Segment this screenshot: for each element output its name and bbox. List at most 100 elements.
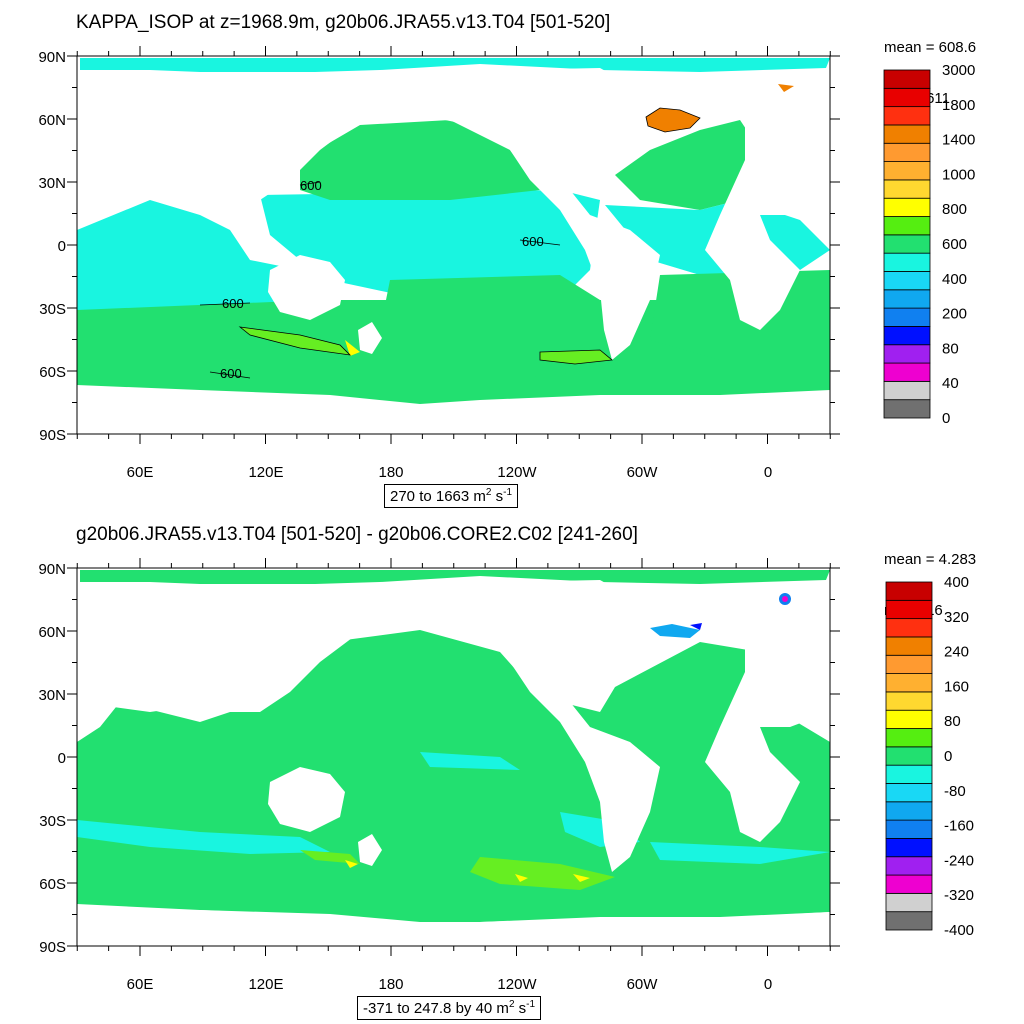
colorbar-swatch <box>883 252 931 272</box>
colorbar-swatch <box>883 161 931 181</box>
lat-tick-label: 90S <box>39 939 66 956</box>
lon-tick-label: 60E <box>127 976 154 993</box>
colorbar-swatch <box>883 289 931 309</box>
lon-tick-label: 60W <box>627 976 659 993</box>
contour-label: 600 <box>220 366 242 381</box>
colorbar-label: 400 <box>942 271 967 288</box>
colorbar-label: 160 <box>944 678 969 695</box>
lon-tick-label: 60E <box>127 464 154 481</box>
colorbar-swatch <box>885 783 933 803</box>
colorbar-swatch <box>885 911 933 931</box>
lat-tick-label: 30S <box>39 813 66 830</box>
lat-tick-label: 60S <box>39 364 66 381</box>
map-panel-bottom: g20b06.JRA55.v13.T04 [501-520] - g20b06.… <box>0 512 1024 1024</box>
colorbar-swatch <box>885 581 933 601</box>
range-exponent: -1 <box>526 999 536 1010</box>
contour-label: 600 <box>300 178 322 193</box>
colorbar-swatch <box>883 307 931 327</box>
colorbar-swatch <box>883 179 931 199</box>
data-range-label: -371 to 247.8 by 40 m2 s-1 <box>357 996 542 1020</box>
colorbar-swatch <box>885 636 933 656</box>
colorbar-label: 200 <box>942 306 967 323</box>
colorbar-swatch <box>885 654 933 674</box>
colorbar-label: -80 <box>944 783 966 800</box>
colorbar-swatch <box>883 124 931 144</box>
colorbar-swatch <box>885 728 933 748</box>
colorbar-label: 800 <box>942 201 967 218</box>
lat-axis-labels: 90N 60N 30N 0 30S 60S 90S <box>38 49 66 444</box>
colorbar-swatch <box>885 746 933 766</box>
colorbar: -400 -320 -240 -160 -80 0 80 160 240 320 400 <box>885 574 974 939</box>
range-unit: s <box>491 488 504 505</box>
colorbar-label: 240 <box>944 644 969 661</box>
colorbar-swatch <box>883 216 931 236</box>
colorbar-swatch <box>883 69 931 89</box>
contour-label: 600 <box>522 234 544 249</box>
range-text: 270 to 1663 m <box>390 488 486 505</box>
colorbar-label: 600 <box>942 236 967 253</box>
lat-tick-label: 60S <box>39 876 66 893</box>
colorbar-label: 0 <box>942 410 950 427</box>
colorbar-label: 0 <box>944 748 952 765</box>
data-range-label: 270 to 1663 m2 s-1 <box>384 484 519 508</box>
colorbar-swatch <box>885 709 933 729</box>
lon-tick-label: 120W <box>497 464 537 481</box>
colorbar-label: -240 <box>944 852 974 869</box>
lon-tick-label: 120W <box>497 976 537 993</box>
lat-tick-label: 30S <box>39 301 66 318</box>
colorbar-swatch <box>885 673 933 693</box>
colorbar-swatch <box>883 326 931 346</box>
lon-tick-label: 60W <box>627 464 659 481</box>
contour-lines <box>199 107 701 379</box>
colorbar-swatch <box>885 892 933 913</box>
map-figure: 600 600 600 600 90N 60N 30N 0 30S 60S 90… <box>38 46 975 481</box>
panel-title: KAPPA_ISOP at z=1968.9m, g20b06.JRA55.v1… <box>76 12 611 33</box>
colorbar-swatch <box>885 618 933 638</box>
lon-axis-labels: 60E 120E 180 120W 60W 0 <box>127 464 773 481</box>
colorbar-label: 80 <box>944 713 961 730</box>
colorbar-swatch <box>885 599 933 620</box>
range-unit: s <box>514 1000 527 1017</box>
colorbar-label: -400 <box>944 922 974 939</box>
lat-tick-label: 90N <box>38 561 66 578</box>
colorbar-label: 80 <box>942 340 959 357</box>
colorbar: 0 40 80 200 400 600 800 1000 1400 1800 3000 <box>883 62 975 427</box>
colorbar-swatch <box>885 801 933 821</box>
colorbar-swatch <box>883 142 931 162</box>
colorbar-label: 40 <box>942 375 959 392</box>
range-exponent: 2 <box>485 487 492 498</box>
map-panel-top: KAPPA_ISOP at z=1968.9m, g20b06.JRA55.v1… <box>38 12 977 508</box>
colorbar-swatch <box>883 106 931 126</box>
lon-tick-label: 180 <box>378 976 403 993</box>
colorbar-swatch <box>885 764 933 784</box>
colorbar-swatch <box>883 344 931 364</box>
panel-title: g20b06.JRA55.v13.T04 [501-520] - g20b06.… <box>76 524 638 545</box>
lon-tick-label: 120E <box>248 976 283 993</box>
map-figure: 90N 60N 30N 0 30S 60S 90S 60E 120E 180 1… <box>38 558 974 993</box>
colorbar-swatch <box>883 197 931 217</box>
contour-label: 600 <box>222 296 244 311</box>
contour-label-group: 600 600 600 600 <box>220 178 544 381</box>
colorbar-swatch <box>883 380 931 401</box>
colorbar-swatch <box>883 362 931 382</box>
lon-axis-labels: 60E 120E 180 120W 60W 0 <box>127 976 773 993</box>
lat-tick-label: 90S <box>39 427 66 444</box>
land-masses <box>77 580 830 946</box>
land-masses <box>77 68 830 434</box>
colorbar-label: -320 <box>944 887 974 904</box>
range-exponent: 2 <box>508 999 515 1010</box>
colorbar-label: -160 <box>944 818 974 835</box>
colorbar-swatch <box>883 399 931 419</box>
colorbar-label: 320 <box>944 609 969 626</box>
colorbar-swatch <box>883 87 931 108</box>
colorbar-label: 1800 <box>942 97 975 114</box>
lon-tick-label: 0 <box>764 976 772 993</box>
lon-tick-label: 180 <box>378 464 403 481</box>
mean-value: mean = 4.283 <box>884 551 977 568</box>
colorbar-swatch <box>885 691 933 711</box>
lat-tick-label: 0 <box>58 750 66 767</box>
axis-ticks <box>67 46 840 444</box>
mean-value: mean = 608.6 <box>884 39 977 56</box>
lon-tick-label: 0 <box>764 464 772 481</box>
colorbar-swatch <box>885 819 933 839</box>
